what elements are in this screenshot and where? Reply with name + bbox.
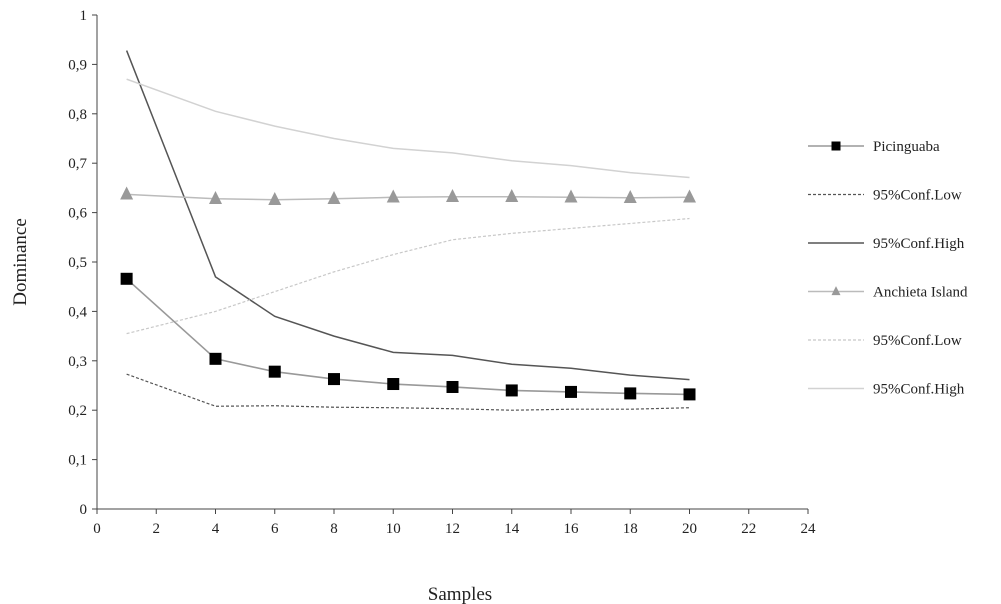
x-tick-label: 22 [741,521,756,537]
series-line [125,50,690,381]
legend-item: Anchieta Island [808,285,968,301]
triangle-marker [564,189,578,203]
x-tick-label: 14 [504,521,520,537]
y-tick-label: 0,9 [68,57,87,73]
square-marker [268,365,281,378]
x-axis-title: Samples [428,584,492,604]
x-tick-label: 12 [445,521,460,537]
y-tick-label: 0 [80,502,88,518]
y-axis-title: Dominance [10,218,31,306]
series-line [126,278,690,396]
triangle-marker [120,186,134,200]
x-tick-label: 18 [623,521,638,537]
legend-item: 95%Conf.High [808,236,965,252]
triangle-marker [446,188,459,202]
x-tick-label: 2 [153,521,161,537]
square-marker [387,378,400,391]
y-tick-label: 0,5 [68,255,87,271]
series-2 [126,373,690,411]
triangle-marker [209,190,222,204]
x-tick-label: 0 [93,521,101,537]
series-line [126,373,690,411]
square-marker [209,352,222,365]
y-axis-ticks: 0 0,1 0,2 0,3 0,4 0,5 0,6 0,7 0,8 0,9 1 [68,8,97,518]
x-tick-label: 8 [330,521,338,537]
legend-label: Anchieta Island [873,285,968,301]
legend-item: 95%Conf.Low [808,188,962,204]
y-tick-label: 0,6 [68,206,87,222]
x-tick-label: 6 [271,521,279,537]
series-3 [125,50,690,381]
series-5 [126,217,690,335]
series-line [126,78,690,179]
square-marker [120,272,133,285]
y-tick-label: 0,7 [68,156,87,172]
legend-item: 95%Conf.High [808,382,965,398]
y-tick-label: 0,1 [68,453,87,469]
legend-label: 95%Conf.High [873,236,965,252]
square-marker [624,387,637,400]
series-line [126,217,690,335]
series-layer [120,50,696,411]
x-tick-label: 10 [386,521,401,537]
x-tick-label: 16 [564,521,580,537]
legend-label: 95%Conf.Low [873,333,962,349]
x-axis-ticks: 0 2 4 6 8 10 12 14 16 18 20 22 24 [93,509,816,537]
y-tick-label: 0,3 [68,354,87,370]
triangle-marker [683,189,696,203]
triangle-marker [831,286,841,296]
square-marker [328,373,340,386]
series-line [126,193,690,201]
square-marker [683,388,696,401]
legend-item: 95%Conf.Low [808,333,962,349]
series-6 [126,78,690,179]
legend-label: Picinguaba [873,139,940,155]
square-marker [565,385,577,398]
triangle-marker [505,188,519,202]
y-tick-label: 0,4 [68,304,87,320]
triangle-marker [386,189,400,203]
legend-item: Picinguaba [808,139,940,155]
legend: Picinguaba 95%Conf.Low 95%Conf.High Anchiet… [808,139,968,398]
triangle-marker [623,189,637,203]
triangle-marker [327,190,341,204]
legend-label: 95%Conf.Low [873,188,962,204]
y-tick-label: 0,8 [68,107,87,123]
y-tick-label: 0,2 [68,403,87,419]
legend-label: 95%Conf.High [873,382,965,398]
square-marker [446,380,459,393]
square-marker [505,384,518,397]
triangle-marker [268,191,282,205]
x-tick-label: 4 [212,521,220,537]
series-1 [120,272,696,401]
square-marker [831,141,841,151]
x-tick-label: 24 [801,521,817,537]
x-tick-label: 20 [682,521,697,537]
series-4 [120,186,696,205]
y-tick-label: 1 [80,8,88,24]
